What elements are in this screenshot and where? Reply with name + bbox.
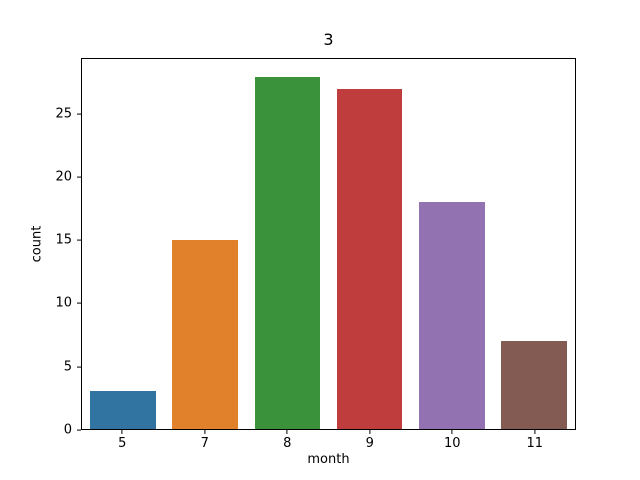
y-tick-label-0: 0	[63, 422, 72, 438]
bar-month-7	[172, 240, 239, 429]
y-tick-label-25: 25	[55, 106, 72, 122]
y-tick-label-15: 15	[55, 232, 72, 248]
y-axis-label: count	[29, 225, 45, 263]
bar-month-10	[418, 202, 485, 429]
plot-area	[81, 58, 576, 430]
x-tick-10	[451, 430, 453, 434]
bar-month-8	[254, 76, 321, 429]
x-tick-11	[534, 430, 536, 434]
y-tick-20	[77, 176, 81, 178]
y-tick-15	[77, 239, 81, 241]
x-axis-ticks	[81, 430, 576, 434]
x-tick-9	[369, 430, 371, 434]
y-axis-ticks	[77, 58, 81, 431]
y-tick-label-10: 10	[55, 295, 72, 311]
x-tick-label-9: 9	[365, 436, 374, 451]
x-axis-label: month	[307, 452, 350, 467]
x-tick-label-8: 8	[283, 436, 292, 451]
bar-month-9	[336, 89, 403, 429]
x-tick-5	[121, 430, 123, 434]
y-axis-tick-labels: 0 5 10 15 20 25	[0, 58, 72, 437]
y-tick-label-20: 20	[55, 169, 72, 185]
x-tick-label-7: 7	[200, 436, 209, 451]
x-axis-tick-labels: 5 7 8 9 10 11	[81, 436, 576, 452]
bar-month-11	[501, 340, 567, 429]
y-tick-0	[77, 429, 81, 431]
chart-title: 3	[323, 30, 334, 49]
x-tick-label-5: 5	[118, 436, 127, 451]
x-tick-label-11: 11	[526, 436, 544, 451]
x-tick-8	[286, 430, 288, 434]
y-tick-10	[77, 302, 81, 305]
bar-month-5	[90, 391, 156, 429]
x-tick-label-10: 10	[443, 436, 461, 451]
x-tick-7	[204, 430, 206, 434]
y-tick-5	[77, 366, 81, 368]
y-tick-label-5: 5	[63, 359, 72, 375]
y-tick-25	[77, 113, 81, 115]
